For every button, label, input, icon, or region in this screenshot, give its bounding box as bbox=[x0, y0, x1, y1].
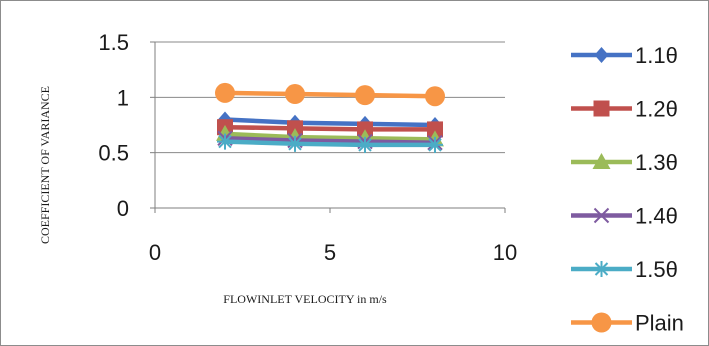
legend-label-5: Plain bbox=[635, 311, 684, 336]
series-group bbox=[215, 82, 445, 153]
data-point-4-0 bbox=[217, 133, 233, 150]
legend-label-0: 1.1θ bbox=[635, 43, 678, 68]
legend-label-2: 1.3θ bbox=[635, 150, 678, 175]
legend: 1.1θ 1.2θ 1.3θ 1.4θ 1.5θ Plain bbox=[571, 43, 684, 336]
y-tick-label-0: 0 bbox=[117, 196, 129, 221]
series-line-3 bbox=[224, 136, 436, 145]
data-point-4-3 bbox=[427, 136, 443, 153]
legend-marker-5 bbox=[591, 312, 612, 333]
legend-marker-3 bbox=[593, 207, 610, 224]
legend-marker-0 bbox=[594, 47, 609, 63]
data-point-1-3 bbox=[427, 121, 443, 138]
legend-item-3: 1.4θ bbox=[571, 204, 678, 229]
legend-marker-2 bbox=[592, 153, 611, 169]
series-line-5 bbox=[224, 90, 436, 99]
y-axis-title: COEFFICIENT OF VARIANCE bbox=[38, 86, 52, 244]
legend-item-4: 1.5θ bbox=[571, 257, 678, 282]
legend-item-2: 1.3θ bbox=[571, 150, 678, 175]
series-line-2 bbox=[224, 131, 436, 142]
y-tick-label-1: 0.5 bbox=[98, 141, 129, 166]
legend-item-5: Plain bbox=[571, 311, 684, 336]
x-tick-label-1: 5 bbox=[324, 240, 336, 265]
series-line-0 bbox=[224, 117, 436, 128]
gridlines bbox=[155, 41, 505, 154]
y-tick-label-2: 1 bbox=[117, 85, 129, 110]
data-point-5-1 bbox=[285, 84, 305, 105]
y-tick-label-3: 1.5 bbox=[98, 30, 129, 55]
data-point-4-2 bbox=[357, 136, 373, 153]
series-5 bbox=[215, 82, 445, 107]
legend-label-3: 1.4θ bbox=[635, 204, 678, 229]
legend-label-1: 1.2θ bbox=[635, 97, 678, 122]
legend-marker-1 bbox=[593, 100, 610, 117]
data-point-4-1 bbox=[287, 135, 303, 152]
series-line-4 bbox=[224, 139, 435, 148]
legend-item-1: 1.2θ bbox=[571, 97, 678, 122]
data-point-5-0 bbox=[215, 82, 235, 103]
x-axis-title: FLOWINLET VELOCITY in m/s bbox=[223, 292, 387, 306]
x-tick-label-2: 10 bbox=[493, 240, 517, 265]
series-line-1 bbox=[224, 124, 435, 132]
series-4 bbox=[217, 133, 443, 153]
legend-label-4: 1.5θ bbox=[635, 257, 678, 282]
series-1 bbox=[217, 119, 443, 138]
x-tick-label-0: 0 bbox=[149, 240, 161, 265]
legend-marker-4 bbox=[593, 261, 610, 277]
axes: 0 0.5 1 1.5 0 5 10 bbox=[98, 30, 517, 265]
data-point-5-3 bbox=[425, 86, 445, 107]
data-point-5-2 bbox=[355, 85, 375, 106]
legend-item-0: 1.1θ bbox=[571, 43, 678, 68]
